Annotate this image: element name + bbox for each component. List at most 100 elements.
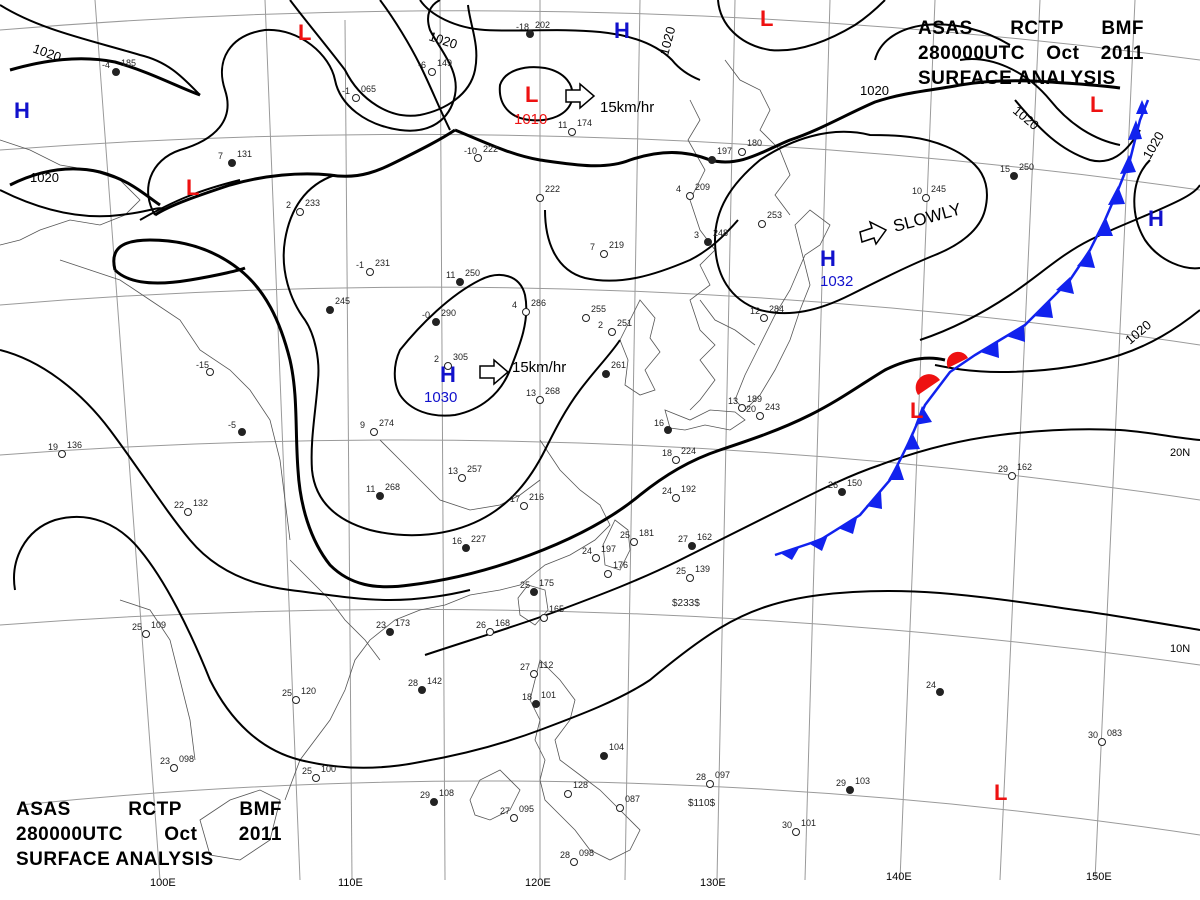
station-pressure: 098 xyxy=(579,848,594,858)
station-plot: 28 098 xyxy=(560,848,594,866)
isobar-line xyxy=(0,189,166,218)
cold-front-barb xyxy=(1128,120,1142,140)
station-plot: -15 xyxy=(196,360,214,376)
station-pressure: 097 xyxy=(715,770,730,780)
station-plot: 222 xyxy=(536,184,560,202)
station-temperature: 25 xyxy=(520,580,530,590)
station-pressure: 261 xyxy=(611,360,626,370)
station-pressure: 165 xyxy=(549,604,564,614)
station-pressure: 250 xyxy=(1019,162,1034,172)
motion-speed: 15km/hr xyxy=(512,359,566,376)
cold-front-barb xyxy=(980,342,999,358)
station-pressure: 227 xyxy=(471,534,486,544)
parallel-line xyxy=(0,133,1200,191)
isobar-label: 1020 xyxy=(427,29,459,52)
station-plot: 180 xyxy=(738,138,762,156)
station-pressure: 224 xyxy=(681,446,696,456)
isobar-label: 1020 xyxy=(1140,129,1167,162)
station-symbol xyxy=(760,314,768,322)
station-symbol xyxy=(756,412,764,420)
meridian-line xyxy=(264,0,301,881)
station-pressure: 222 xyxy=(483,144,498,154)
station-symbol xyxy=(616,804,624,812)
station-plot: -5 xyxy=(228,420,246,436)
station-pressure: 109 xyxy=(151,620,166,630)
station-symbol xyxy=(708,156,716,164)
station-symbol xyxy=(522,308,530,316)
isobar-line xyxy=(113,266,246,285)
pressure-centers: H L L L H L L H H H L L xyxy=(14,6,1164,805)
station-temperature: 11 xyxy=(558,120,567,130)
isobar-line xyxy=(139,179,241,221)
station-plot: 165 xyxy=(540,604,564,622)
station-symbol xyxy=(462,544,470,552)
isobar-line xyxy=(713,130,988,315)
isobar-line xyxy=(959,58,1121,146)
station-symbol xyxy=(846,786,854,794)
station-pressure: 286 xyxy=(531,298,546,308)
isobar-line xyxy=(544,209,739,282)
station-pressure: 101 xyxy=(541,690,556,700)
parallel-line xyxy=(19,780,1200,836)
low-pressure-center: L xyxy=(186,175,199,200)
longitude-label: 120E xyxy=(525,877,551,889)
station-symbol xyxy=(738,404,746,412)
cold-front xyxy=(774,99,1150,560)
station-symbol xyxy=(604,570,612,578)
station-pressure: 251 xyxy=(617,318,632,328)
station-temperature: -0 xyxy=(422,310,430,320)
station-pressure: 257 xyxy=(467,464,482,474)
station-pressure: 192 xyxy=(681,484,696,494)
station-plot: 2 233 xyxy=(286,198,320,216)
coastline xyxy=(699,299,756,346)
pressure-value: 1030 xyxy=(424,389,457,406)
cold-front-barb xyxy=(838,518,857,534)
station-symbol xyxy=(838,488,846,496)
isobar-line xyxy=(0,4,201,96)
warm-front-bumps xyxy=(915,351,968,395)
station-symbol xyxy=(536,396,544,404)
station-plot: 4 286 xyxy=(512,298,546,316)
meridian-line xyxy=(999,0,1041,881)
station-plot: 12 284 xyxy=(750,304,784,322)
cold-front-barb xyxy=(780,546,800,560)
station-symbol xyxy=(458,474,466,482)
station-plot: 20 243 xyxy=(746,402,780,420)
cold-front-barb xyxy=(888,462,904,480)
coastline xyxy=(724,59,791,216)
station-symbol xyxy=(936,688,944,696)
station-symbol xyxy=(630,538,638,546)
station-symbol xyxy=(526,30,534,38)
station-temperature: 3 xyxy=(694,230,699,240)
station-temperature: 11 xyxy=(366,484,375,494)
station-pressure: 250 xyxy=(465,268,480,278)
motion-arrows xyxy=(479,82,888,386)
station-symbol xyxy=(386,628,394,636)
station-pressure: 245 xyxy=(335,296,350,306)
coastline xyxy=(119,599,196,761)
station-temperature: 16 xyxy=(452,536,462,546)
isobar-label: 1020 xyxy=(860,83,889,98)
header-year: 2011 xyxy=(1100,43,1144,64)
station-symbol xyxy=(352,94,360,102)
coastline xyxy=(687,99,716,411)
station-symbol xyxy=(112,68,120,76)
station-plot: 128 xyxy=(564,780,588,798)
station-pressure: 136 xyxy=(67,440,82,450)
station-temperature: 27 xyxy=(520,662,530,672)
station-plot: 24 197 xyxy=(582,544,616,562)
station-temperature: -1 xyxy=(342,86,350,96)
station-temperature: 2 xyxy=(286,200,291,210)
station-pressure: 222 xyxy=(545,184,560,194)
station-plot: 25 109 xyxy=(132,620,166,638)
station-plot: 24 xyxy=(926,680,944,696)
coastline xyxy=(664,409,746,431)
station-temperature: 24 xyxy=(926,680,936,690)
station-plot: 11 268 xyxy=(366,482,400,500)
header-month: Oct xyxy=(1046,43,1080,64)
high-pressure-center: H xyxy=(440,362,456,387)
isobar-label: 1020 xyxy=(1010,103,1042,133)
pressure-values: 1010 1032 1030 xyxy=(424,111,853,406)
station-symbol xyxy=(520,502,528,510)
warm-front-bump xyxy=(946,351,968,368)
